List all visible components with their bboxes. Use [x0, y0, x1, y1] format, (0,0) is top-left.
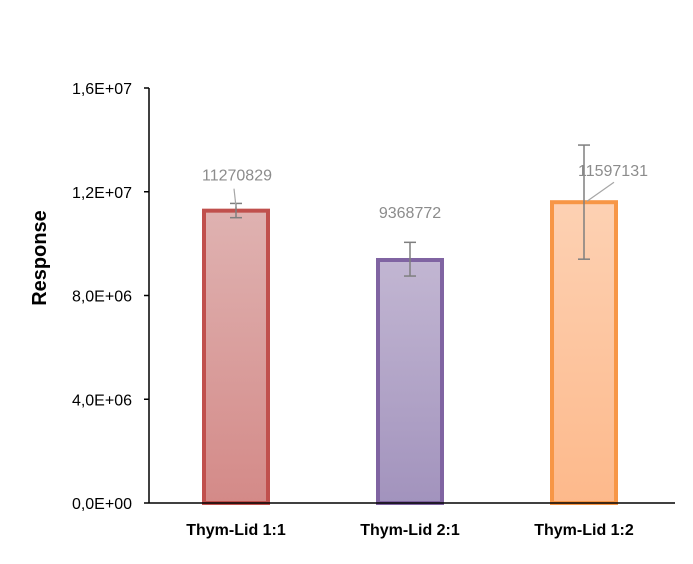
- x-category-label: Thym-Lid 1:2: [534, 522, 634, 539]
- y-axis-title: Response: [29, 210, 51, 306]
- y-tick-label: 8,0E+06: [72, 289, 132, 306]
- labels-layer: 11270829 9368772 11597131: [202, 163, 648, 222]
- data-label-leader: [586, 181, 615, 202]
- bar-2: [376, 257, 444, 505]
- y-tick-label: 1,2E+07: [72, 185, 132, 202]
- data-label-3: 11597131: [578, 163, 648, 180]
- error-bars-layer: [230, 144, 590, 277]
- x-category-label: Thym-Lid 2:1: [360, 522, 460, 539]
- y-tick-label: 4,0E+06: [72, 392, 132, 409]
- y-tick-label: 1,6E+07: [72, 81, 132, 98]
- axis-layer: 0,0E+00 4,0E+06 8,0E+06 1,2E+07 1,6E+07 Thym-…: [72, 81, 675, 539]
- x-category-label: Thym-Lid 1:1: [186, 522, 286, 539]
- data-label-1: 11270829: [202, 168, 272, 185]
- error-bar-2: [404, 241, 416, 277]
- data-label-leader: [233, 188, 237, 207]
- data-label-2: 9368772: [379, 205, 441, 222]
- error-bar-3: [578, 144, 590, 260]
- bar-1: [202, 208, 270, 505]
- y-tick-label: 0,0E+00: [72, 496, 132, 513]
